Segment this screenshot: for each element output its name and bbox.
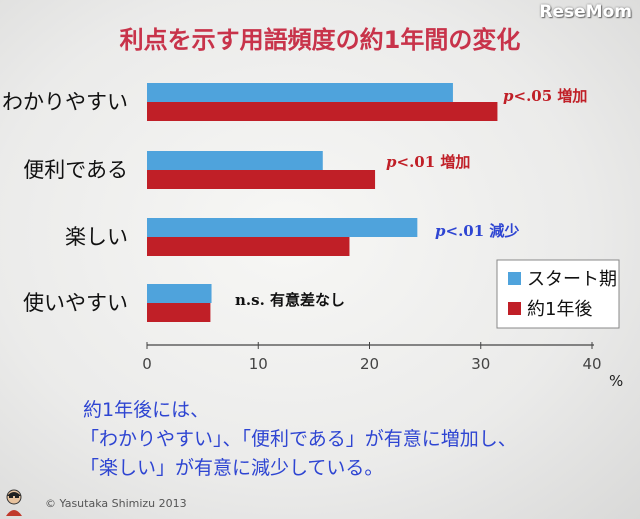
legend-swatch-after <box>508 302 521 315</box>
legend: スタート期 約1年後 <box>496 259 620 329</box>
legend-box <box>496 259 620 329</box>
bar-start <box>147 151 323 170</box>
bar-after <box>147 303 211 322</box>
significance-annotation: p<.01 減少 <box>435 222 519 240</box>
significance-annotation: n.s. 有意差なし <box>235 291 345 309</box>
bar-start <box>147 83 453 102</box>
caption-line-2: 「わかりやすい」、「便利である」が有意に増加し、 <box>80 428 517 450</box>
category-label: 便利である <box>23 158 128 182</box>
caption-line-3: 「楽しい」が有意に減少している。 <box>80 457 384 479</box>
x-tick-label: 30 <box>471 355 490 373</box>
bar-start <box>147 284 212 303</box>
significance-annotation: p<.01 増加 <box>386 153 470 171</box>
caption-line-1: 約1年後には、 <box>83 399 210 421</box>
legend-label-after: 約1年後 <box>527 299 592 320</box>
annotations: p<.05 増加 p<.01 増加 p<.01 減少 n.s. 有意差なし <box>235 87 587 309</box>
x-tick-label: 40 <box>582 355 601 373</box>
bar-after <box>147 102 498 121</box>
copyright-text: © Yasutaka Shimizu 2013 <box>45 497 187 510</box>
category-label: わかりやすい <box>2 90 128 114</box>
category-label: 使いやすい <box>23 291 128 315</box>
legend-label-start: スタート期 <box>527 269 617 290</box>
bars <box>147 83 498 322</box>
x-tick-label: 20 <box>360 355 379 373</box>
caption: 約1年後には、 「わかりやすい」、「便利である」が有意に増加し、 「楽しい」が有… <box>80 396 620 483</box>
significance-annotation: p<.05 増加 <box>503 87 587 105</box>
x-axis-ticks: 0 10 20 30 40 <box>142 342 602 373</box>
resemom-logo: ReseMom <box>539 2 632 22</box>
category-label: 楽しい <box>65 225 128 249</box>
x-tick-label: 10 <box>249 355 268 373</box>
bar-start <box>147 218 418 237</box>
bar-after <box>147 170 376 189</box>
x-tick-label: 0 <box>142 355 152 373</box>
chart-title: 利点を示す用語頻度の約1年間の変化 <box>119 26 521 54</box>
bar-after <box>147 237 350 256</box>
x-axis-unit: % <box>609 372 623 390</box>
legend-swatch-start <box>508 272 521 285</box>
presenter-avatar-icon <box>6 489 22 516</box>
